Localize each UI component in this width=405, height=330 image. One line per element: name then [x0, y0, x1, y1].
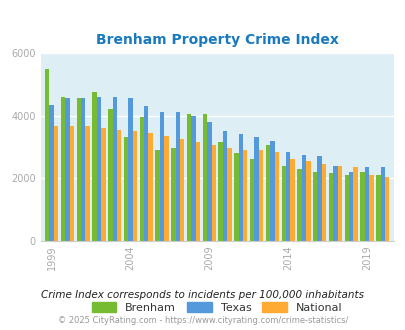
Bar [375, 175, 379, 241]
Bar [96, 97, 101, 241]
Bar [384, 177, 388, 241]
Bar [179, 139, 184, 241]
Bar [81, 98, 85, 241]
Bar [364, 167, 368, 241]
Bar [337, 166, 341, 241]
Bar [202, 114, 207, 241]
Bar [124, 137, 128, 241]
Bar [211, 145, 215, 241]
Bar [270, 141, 274, 241]
Bar [101, 128, 105, 241]
Title: Brenham Property Crime Index: Brenham Property Crime Index [96, 33, 338, 48]
Bar [164, 136, 168, 241]
Bar [305, 161, 310, 241]
Bar [85, 126, 90, 241]
Bar [139, 117, 144, 241]
Bar [77, 98, 81, 241]
Bar [191, 115, 195, 241]
Bar [353, 167, 357, 241]
Bar [108, 109, 112, 241]
Bar [128, 98, 132, 241]
Bar [207, 122, 211, 241]
Bar [65, 98, 69, 241]
Bar [195, 142, 200, 241]
Bar [274, 151, 278, 241]
Bar [112, 97, 117, 241]
Bar [312, 172, 317, 241]
Bar [368, 175, 373, 241]
Bar [301, 155, 305, 241]
Bar [69, 126, 74, 241]
Bar [379, 167, 384, 241]
Bar [222, 131, 227, 241]
Bar [144, 106, 148, 241]
Bar [186, 114, 191, 241]
Bar [265, 145, 270, 241]
Bar [281, 166, 285, 241]
Bar [117, 130, 121, 241]
Bar [317, 156, 321, 241]
Bar [296, 169, 301, 241]
Bar [218, 142, 222, 241]
Bar [360, 172, 364, 241]
Bar [258, 150, 262, 241]
Bar [344, 175, 348, 241]
Bar [61, 97, 65, 241]
Bar [321, 164, 326, 241]
Bar [49, 105, 54, 241]
Text: Crime Index corresponds to incidents per 100,000 inhabitants: Crime Index corresponds to incidents per… [41, 290, 364, 300]
Bar [54, 126, 58, 241]
Bar [132, 131, 137, 241]
Bar [290, 159, 294, 241]
Bar [285, 151, 290, 241]
Bar [243, 150, 247, 241]
Bar [171, 148, 175, 241]
Bar [155, 150, 160, 241]
Bar [160, 112, 164, 241]
Bar [333, 166, 337, 241]
Bar [238, 134, 243, 241]
Bar [175, 112, 179, 241]
Text: © 2025 CityRating.com - https://www.cityrating.com/crime-statistics/: © 2025 CityRating.com - https://www.city… [58, 315, 347, 325]
Bar [234, 153, 238, 241]
Bar [249, 159, 254, 241]
Bar [328, 174, 333, 241]
Bar [254, 137, 258, 241]
Bar [348, 172, 353, 241]
Bar [92, 92, 96, 241]
Legend: Brenham, Texas, National: Brenham, Texas, National [88, 299, 345, 316]
Bar [148, 133, 153, 241]
Bar [227, 148, 231, 241]
Bar [45, 69, 49, 241]
